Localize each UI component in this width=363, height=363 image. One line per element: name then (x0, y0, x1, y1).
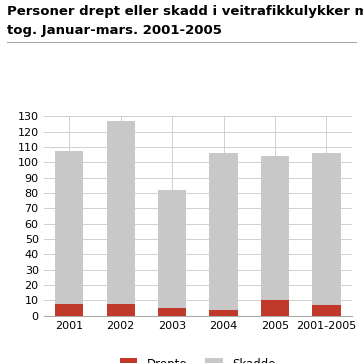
Bar (55, 151, 83, 303)
Bar (158, 308, 186, 316)
Bar (158, 190, 186, 308)
Bar (209, 153, 238, 310)
Legend: Drepte, Skadde: Drepte, Skadde (120, 358, 276, 363)
Bar (261, 156, 289, 301)
Text: tog. Januar-mars. 2001-2005: tog. Januar-mars. 2001-2005 (7, 24, 222, 37)
Bar (55, 303, 83, 316)
Bar (107, 303, 135, 316)
Bar (209, 310, 238, 316)
Text: Personer drept eller skadd i veitrafikkulykker med vogn-: Personer drept eller skadd i veitrafikku… (7, 5, 363, 19)
Bar (261, 301, 289, 316)
Bar (312, 153, 340, 305)
Bar (107, 121, 135, 303)
Bar (312, 305, 340, 316)
